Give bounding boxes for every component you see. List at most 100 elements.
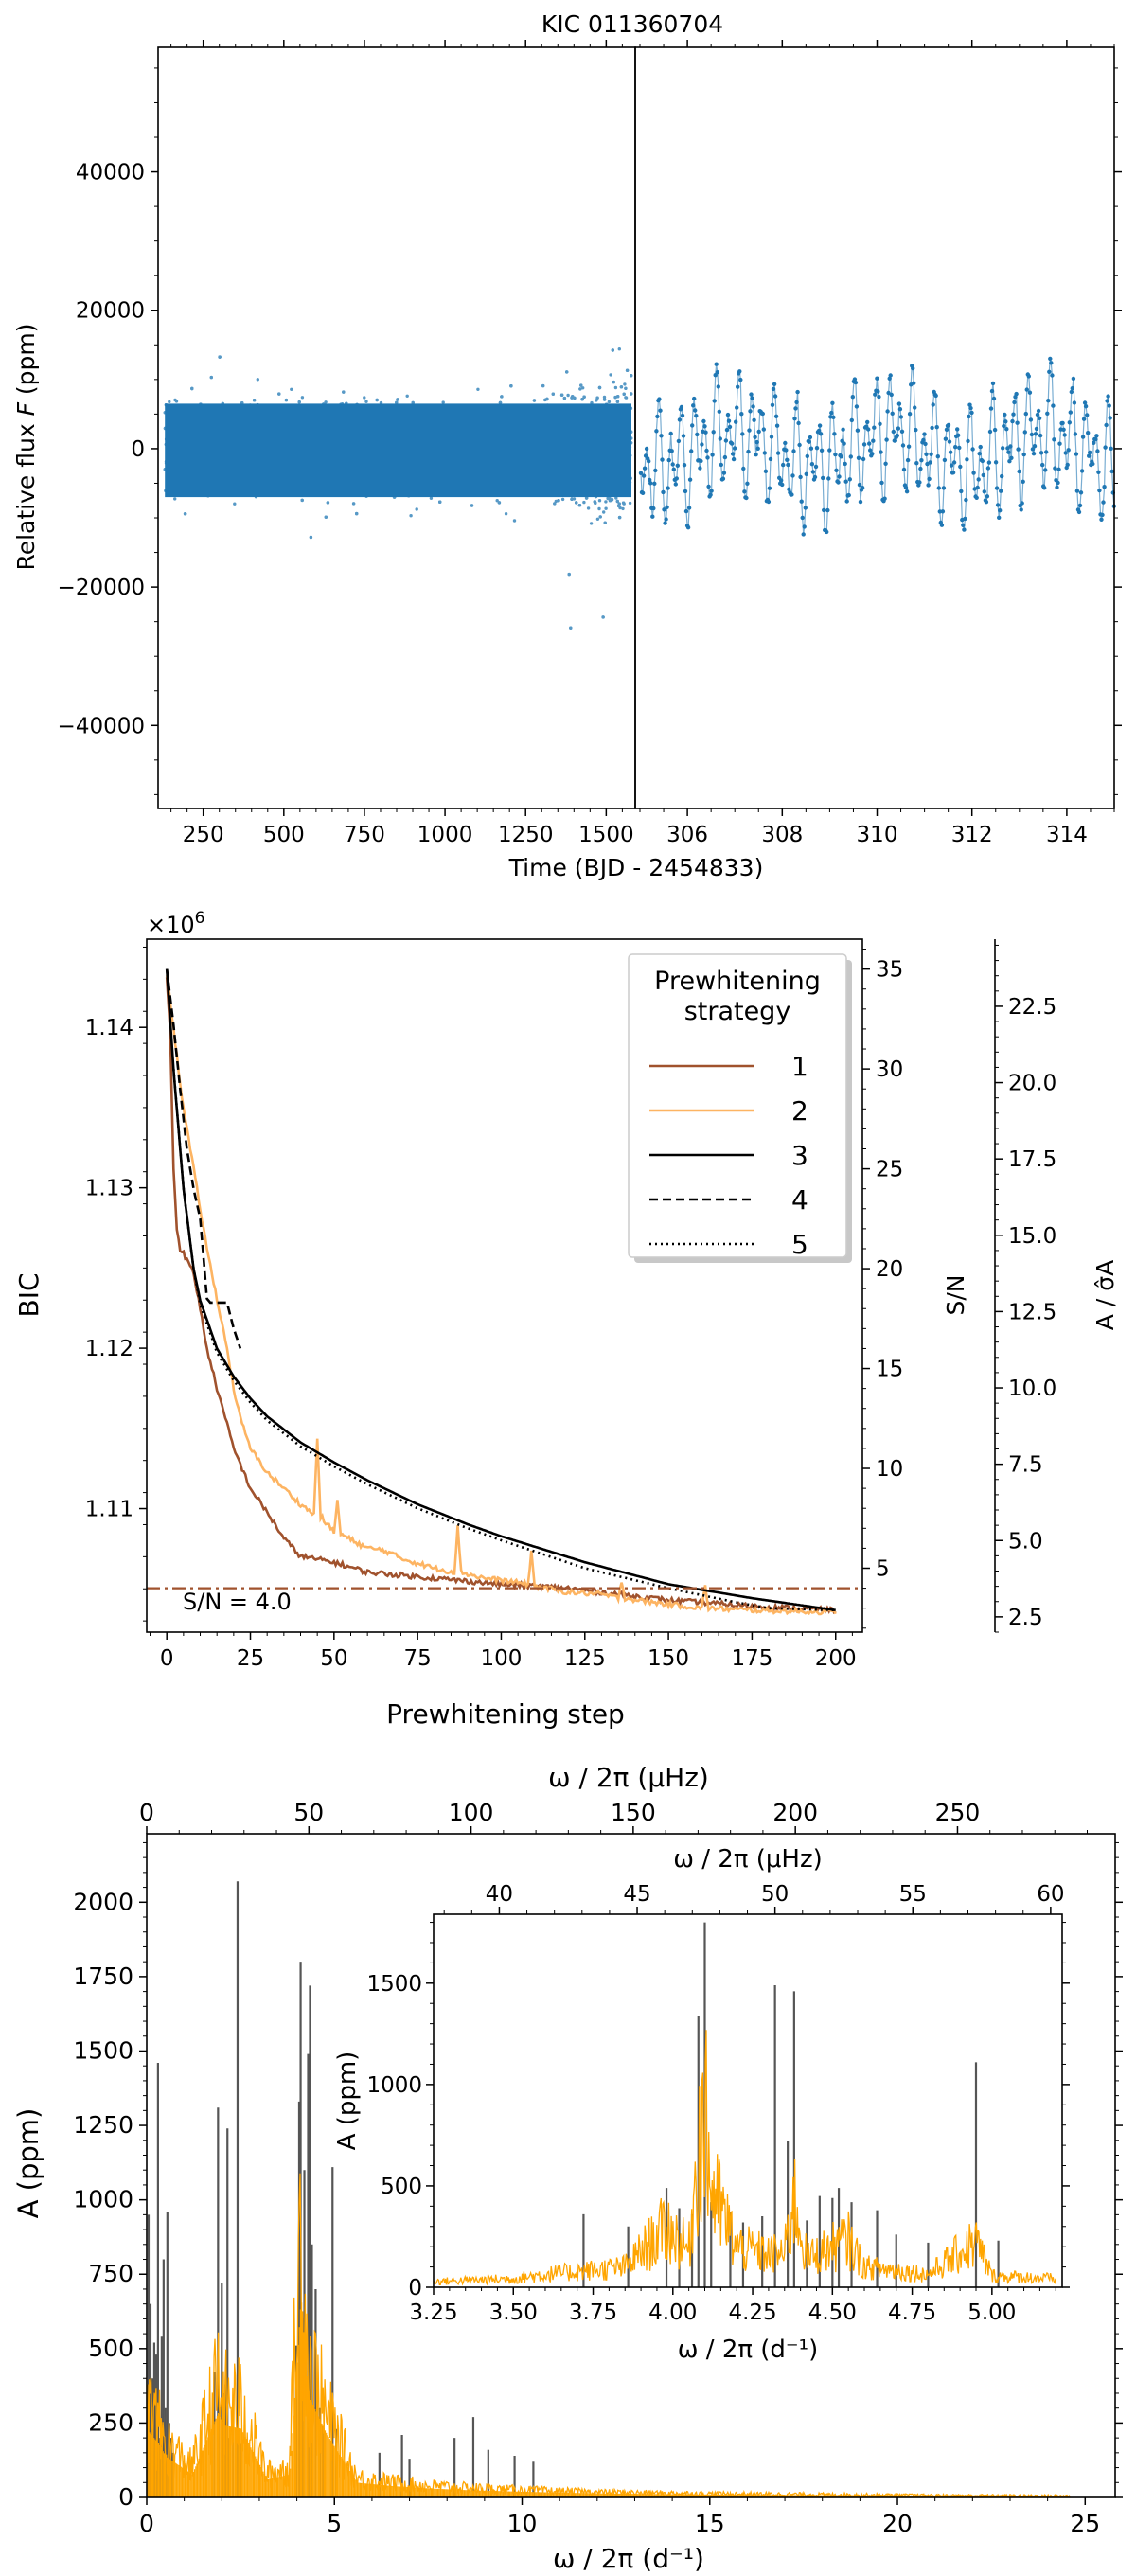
light-curve-point — [168, 400, 171, 404]
light-curve-point — [364, 400, 368, 403]
light-curve-point — [586, 506, 591, 510]
light-curve-point — [609, 373, 612, 377]
light-curve-point — [630, 392, 633, 396]
light-curve-point — [297, 400, 301, 404]
light-curve-point — [309, 535, 313, 540]
light-curve-point — [623, 382, 627, 386]
light-curve-point — [300, 498, 304, 503]
light-curve-point — [621, 506, 625, 511]
light-curve-point — [470, 504, 474, 507]
light-curve-point — [571, 395, 575, 399]
light-curve-point — [615, 499, 619, 504]
light-curve-point — [614, 496, 618, 500]
light-curve-point — [581, 386, 585, 390]
light-curve-point — [595, 399, 598, 402]
light-curve-point — [284, 398, 289, 402]
light-curve-point — [624, 396, 628, 400]
light-curve-point — [597, 506, 601, 511]
light-curve-point — [256, 378, 259, 382]
light-curve-point — [595, 517, 600, 521]
light-curve-point — [324, 400, 328, 404]
light-curve-point — [375, 398, 379, 402]
light-curve-point — [589, 522, 594, 525]
light-curve-point — [622, 392, 626, 396]
light-curve-point — [190, 386, 194, 391]
light-curve-point — [233, 502, 237, 506]
light-curve-point — [630, 374, 633, 378]
light-curve-point — [300, 396, 305, 400]
light-curve-point — [577, 504, 582, 507]
light-curve-point — [578, 387, 582, 391]
light-curve-point — [429, 496, 434, 500]
light-curve-point — [415, 507, 418, 511]
light-curve-point — [532, 399, 537, 402]
light-curve-point — [604, 506, 608, 510]
light-curve-point — [615, 400, 620, 403]
light-curve-point — [355, 511, 359, 516]
light-curve-point — [624, 386, 628, 390]
light-curve-point — [290, 387, 293, 391]
light-curve-point — [575, 501, 578, 505]
light-curve-point — [569, 626, 573, 630]
light-curve-point — [509, 384, 513, 388]
light-curve-point — [567, 572, 571, 577]
light-curve-point — [603, 521, 607, 524]
light-curve-point — [579, 383, 583, 387]
light-curve-point — [557, 499, 560, 503]
light-curve-point — [617, 347, 621, 351]
light-curve-point — [252, 399, 257, 402]
light-curve-point — [551, 392, 555, 396]
light-curve-point — [476, 387, 480, 391]
light-curve-point — [604, 500, 608, 504]
light-curve-point — [342, 390, 346, 394]
light-curve-point — [173, 398, 177, 402]
light-curve-title: KIC 011360704 — [541, 10, 723, 38]
light-curve-point — [411, 400, 415, 405]
light-curve-point — [441, 400, 445, 404]
light-curve-point — [351, 502, 356, 506]
light-curve-xlabel: Time (BJD - 2454833) — [508, 854, 764, 881]
light-curve-point — [613, 385, 618, 390]
light-curve-point — [562, 396, 567, 400]
light-curve-panel: KIC 011360704 Relative flux F (ppm) Time… — [12, 10, 1122, 881]
light-curve-point — [625, 368, 630, 372]
light-curve-point — [612, 380, 615, 384]
light-curve-point — [598, 515, 602, 519]
light-curve-point — [405, 394, 409, 398]
light-curve-point — [209, 375, 213, 380]
light-curve-point — [628, 501, 632, 506]
light-curve-point — [595, 396, 599, 400]
light-curve-point — [560, 497, 565, 502]
light-curve-point — [559, 393, 564, 397]
light-curve-point — [566, 393, 570, 398]
light-curve-point — [218, 355, 222, 359]
light-curve-point — [438, 500, 442, 504]
light-curve-point — [504, 512, 508, 516]
light-curve-point — [324, 515, 328, 519]
light-curve-point — [602, 395, 607, 400]
light-curve-point — [597, 499, 602, 503]
light-curve-point — [277, 392, 281, 396]
light-curve-point — [173, 497, 177, 501]
light-curve-point — [541, 383, 545, 388]
light-curve-point — [613, 395, 617, 400]
light-curve-point — [610, 498, 614, 502]
light-curve-point — [553, 502, 557, 506]
light-curve-point — [611, 348, 614, 352]
light-curve-point — [597, 385, 602, 390]
light-curve-point — [409, 514, 413, 518]
light-curve-point — [363, 396, 366, 400]
light-curve-point — [616, 395, 620, 399]
light-curve-point — [582, 500, 586, 505]
light-curve-point — [602, 510, 606, 514]
light-curve-point — [512, 519, 517, 523]
light-curve-point — [495, 499, 499, 503]
light-curve-point — [621, 501, 626, 505]
light-curve-point — [617, 515, 622, 520]
light-curve-point — [607, 400, 612, 404]
light-curve-ylabel: Relative flux F (ppm) — [12, 323, 40, 570]
light-curve-point — [497, 501, 502, 505]
light-curve-point — [602, 398, 607, 401]
light-curve-point — [619, 385, 624, 389]
